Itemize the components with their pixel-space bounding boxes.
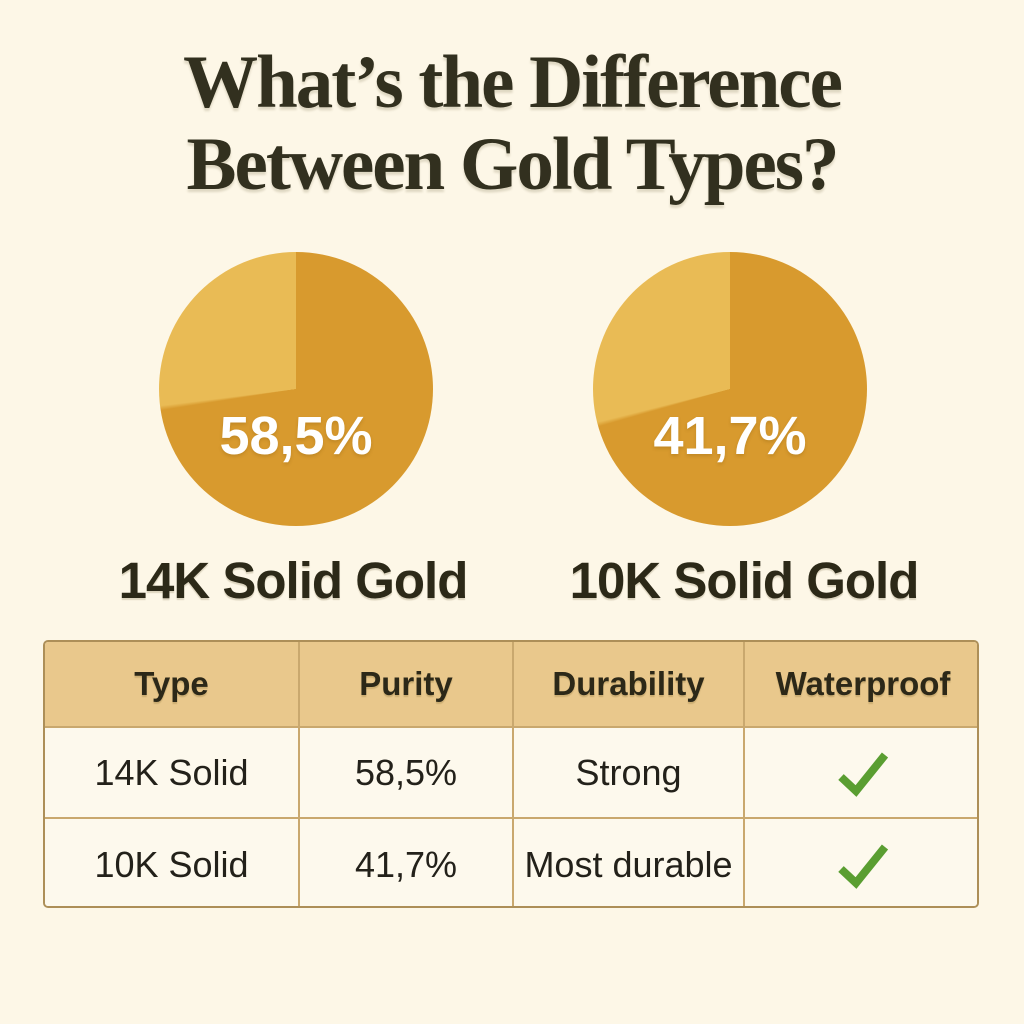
table-cell-waterproof-10k — [745, 819, 977, 906]
table-cell-durability-14k: Strong — [514, 728, 745, 819]
table-cell-type-14k: 14K Solid — [45, 728, 300, 819]
table-cell-purity-10k: 41,7% — [300, 819, 514, 906]
pie-caption-10k: 10K Solid Gold — [569, 552, 920, 609]
pie-value-label-10k: 41,7% — [653, 406, 807, 466]
table-header-durability: Durability — [514, 642, 745, 728]
comparison-table: Type Purity Durability Waterproof 14K So… — [43, 640, 979, 908]
table-header-waterproof: Waterproof — [745, 642, 977, 728]
table-header-type: Type — [45, 642, 300, 728]
checkmark-icon — [838, 843, 889, 889]
pie-chart-10k: 41,7% — [593, 252, 867, 526]
pie-chart-14k: 58,5% — [159, 252, 433, 526]
table-cell-purity-14k: 58,5% — [300, 728, 514, 819]
page-title: What’s the Difference Between Gold Types… — [0, 42, 1024, 206]
table-cell-type-10k: 10K Solid — [45, 819, 300, 906]
table-cell-durability-10k: Most durable — [514, 819, 745, 906]
table-header-purity: Purity — [300, 642, 514, 728]
pie-value-label-14k: 58,5% — [219, 406, 373, 466]
page-title-line1: What’s the Difference — [183, 41, 843, 124]
page-title-line2: Between Gold Types? — [186, 123, 840, 206]
table-cell-waterproof-14k — [745, 728, 977, 819]
pie-caption-14k: 14K Solid Gold — [118, 552, 469, 609]
checkmark-icon — [838, 751, 889, 797]
